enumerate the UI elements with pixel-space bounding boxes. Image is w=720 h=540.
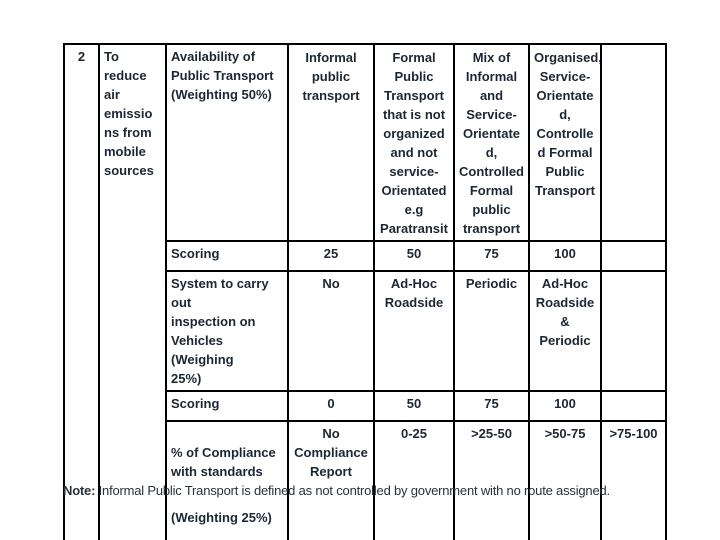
criterion-label-compliance: % of Compliance with standards (Weightin… bbox=[165, 420, 289, 540]
score-cell: 75 bbox=[453, 390, 530, 422]
value-cell: Ad-Hoc Roadside bbox=[373, 270, 455, 392]
table-row: 2 To reduce air emissio ns from mobile s… bbox=[63, 43, 667, 540]
value-cell-empty bbox=[600, 270, 667, 392]
table-row: System to carry out inspection on Vehicl… bbox=[64, 270, 667, 392]
scoring-label-cell: Scoring bbox=[165, 240, 289, 272]
value-cell: >25-50 bbox=[453, 420, 530, 540]
footnote-label: Note: bbox=[63, 483, 96, 498]
value-cell: >50-75 bbox=[528, 420, 602, 540]
value-cell: No Compliance Report bbox=[287, 420, 375, 540]
value-cell: >75-100 bbox=[600, 420, 667, 540]
compliance-weighting-line: (Weighting 25%) bbox=[171, 510, 272, 525]
value-cell: Organised, Service- Orientate d, Control… bbox=[528, 43, 602, 242]
criterion-label-inspection: System to carry out inspection on Vehicl… bbox=[165, 270, 289, 392]
score-cell: 50 bbox=[373, 390, 455, 422]
criterion-label-availability: Availability of Public Transport (Weight… bbox=[165, 43, 289, 242]
score-cell: 25 bbox=[287, 240, 375, 272]
score-cell: 0 bbox=[287, 390, 375, 422]
value-cell: Mix of Informal and Service- Orientate d… bbox=[453, 43, 530, 242]
score-cell: 100 bbox=[528, 390, 602, 422]
value-cell: Informal public transport bbox=[287, 43, 375, 242]
value-cell: 0-25 bbox=[373, 420, 455, 540]
value-cell-empty bbox=[600, 43, 667, 242]
value-cell: Periodic bbox=[453, 270, 530, 392]
value-cell: Ad-Hoc Roadside & Periodic bbox=[528, 270, 602, 392]
score-cell-empty bbox=[600, 240, 667, 272]
footnote-text: Informal Public Transport is defined as … bbox=[95, 483, 610, 498]
table-row: Scoring 0 50 75 100 bbox=[64, 390, 667, 422]
table-row: Scoring 25 50 75 100 bbox=[64, 240, 667, 272]
objective-number-cell: 2 bbox=[63, 43, 100, 540]
criteria-table: 2 To reduce air emissio ns from mobile s… bbox=[63, 43, 667, 540]
scoring-label-cell: Scoring bbox=[165, 390, 289, 422]
score-cell: 50 bbox=[373, 240, 455, 272]
score-cell: 100 bbox=[528, 240, 602, 272]
score-cell-empty bbox=[600, 390, 667, 422]
footnote: Note: Informal Public Transport is defin… bbox=[63, 483, 673, 499]
score-cell: 75 bbox=[453, 240, 530, 272]
objective-cell: To reduce air emissio ns from mobile sou… bbox=[98, 43, 167, 540]
compliance-label-line: % of Compliance with standards bbox=[171, 445, 276, 479]
value-cell: Formal Public Transport that is not orga… bbox=[373, 43, 455, 242]
value-cell: No bbox=[287, 270, 375, 392]
table-row: % of Compliance with standards (Weightin… bbox=[64, 420, 667, 540]
